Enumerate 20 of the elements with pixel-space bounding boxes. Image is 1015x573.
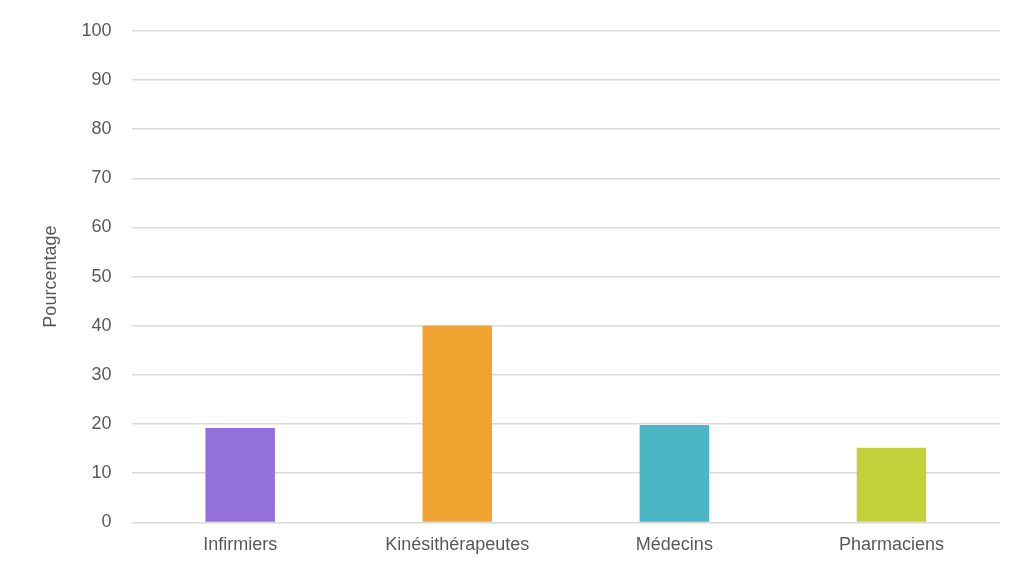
bar (422, 325, 493, 522)
y-tick-label: 40 (91, 314, 112, 335)
bar (639, 425, 710, 522)
y-tick-label: 60 (91, 216, 112, 237)
y-tick-label: 100 (81, 19, 112, 40)
y-tick-label: 10 (91, 462, 112, 483)
y-tick-label: 0 (101, 511, 112, 532)
x-tick-label: Pharmaciens (838, 534, 944, 555)
y-tick-label: 50 (91, 265, 112, 286)
y-tick-label: 30 (91, 363, 112, 384)
y-axis-title: Pourcentage (39, 225, 60, 328)
x-tick-label: Kinésithérapeutes (385, 534, 530, 555)
y-tick-label: 20 (91, 413, 112, 434)
x-tick-label: Médecins (635, 534, 713, 555)
y-tick-label: 80 (91, 118, 112, 139)
bar (205, 428, 275, 522)
y-tick-label: 90 (91, 68, 112, 89)
y-tick-label: 70 (91, 167, 112, 188)
x-tick-label: Infirmiers (203, 534, 278, 555)
bar (856, 447, 927, 522)
